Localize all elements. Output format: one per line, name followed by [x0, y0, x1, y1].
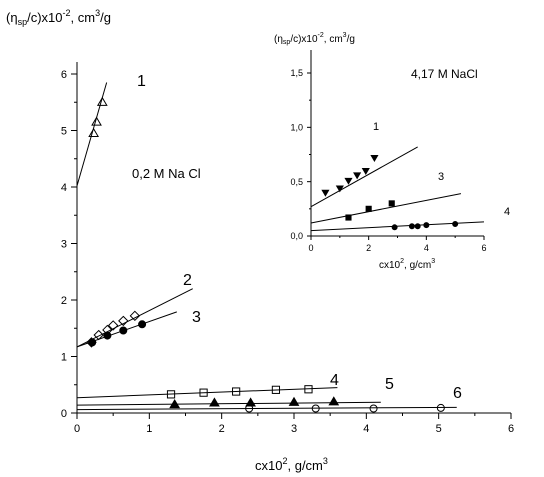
main-x-tick-label: 1	[146, 423, 152, 435]
main-point-series-6	[311, 404, 320, 413]
inset-point-series-3	[365, 205, 372, 212]
inset-x-tick-label: 0	[308, 243, 313, 253]
main-point-series-4	[166, 390, 176, 399]
main-point-series-4	[271, 385, 281, 394]
main-point-series-4	[304, 385, 313, 394]
main-series-label-1: 1	[137, 73, 146, 90]
main-series-label-6: 6	[453, 385, 462, 402]
main-point-series-5	[209, 397, 220, 407]
main-y-tick-label: 4	[61, 182, 67, 194]
main-markers	[86, 96, 445, 413]
inset-point-series-4	[408, 223, 415, 230]
main-fit-line-2	[76, 288, 193, 348]
main-x-tick-label: 5	[436, 423, 442, 435]
main-annotation: 0,2 M Na Cl	[132, 166, 201, 181]
main-series-labels: 1 2 3 4 5 6	[137, 73, 462, 402]
inset-ticks: 0 2 4 6 0,0 0,5 1,0 1,5	[290, 68, 486, 253]
inset-fit-lines	[310, 146, 485, 232]
main-point-series-4	[232, 387, 241, 396]
main-ticks: 0 1 2 3 4 5 6 0 1 2 3 4 5 6	[61, 69, 514, 435]
inset-point-series-1	[335, 185, 344, 193]
main-x-tick-label: 3	[291, 423, 297, 435]
inset-point-series-4	[391, 224, 398, 231]
main-x-axis-label: cx102, g/cm3	[255, 456, 328, 473]
main-y-tick-label: 0	[61, 408, 67, 420]
inset-point-series-3	[345, 214, 352, 221]
main-x-tick-label: 0	[74, 423, 80, 435]
inset-point-series-3	[388, 200, 395, 207]
main-point-series-5	[288, 396, 300, 406]
inset-annotation: 4,17 M NaCl	[411, 67, 478, 81]
main-fit-line-6	[76, 406, 457, 411]
main-x-tick-label: 4	[363, 423, 369, 435]
inset-fit-line-3	[310, 193, 462, 224]
inset-series-labels: 1 3 4	[373, 121, 510, 218]
inset-point-series-4	[452, 221, 459, 228]
inset-fit-line-4	[310, 221, 485, 232]
inset-series-label-1: 1	[373, 121, 379, 133]
main-y-tick-label: 1	[61, 351, 67, 363]
inset-y-tick-label: 0,0	[290, 231, 303, 241]
inset-series-label-4: 4	[504, 206, 510, 218]
main-point-series-1	[96, 96, 108, 106]
inset-point-series-1	[361, 168, 370, 175]
inset-x-tick-label: 4	[424, 243, 429, 253]
main-series-label-2: 2	[183, 272, 192, 289]
main-point-series-3	[119, 326, 128, 335]
main-y-tick-label: 6	[61, 69, 67, 81]
main-chart: 0 1 2 3 4 5 6 0 1 2 3 4 5 6 1 2 3 4 5 6 (ηsp/c)x10-2, cm3/…	[6, 8, 514, 473]
inset-fit-line-1	[310, 146, 418, 208]
inset-point-series-1	[344, 177, 353, 185]
main-point-series-2	[118, 315, 129, 327]
inset-point-series-4	[414, 223, 421, 230]
inset-chart: 0 2 4 6 0,0 0,5 1,0 1,5 1 3 4 (ηsp/c)x10-2, cm3/g…	[274, 32, 510, 271]
main-y-axis-label: (ηsp/c)x10-2, cm3/g	[6, 8, 111, 27]
inset-point-series-1	[353, 172, 362, 180]
main-y-tick-label: 5	[61, 125, 67, 137]
main-point-series-6	[245, 404, 254, 413]
main-point-series-6	[369, 404, 378, 413]
main-point-series-2	[107, 320, 119, 331]
main-y-tick-label: 2	[61, 295, 67, 307]
main-point-series-5	[328, 396, 340, 406]
main-point-series-1	[88, 127, 100, 137]
main-point-series-2	[93, 329, 104, 341]
main-y-tick-label: 3	[61, 238, 67, 250]
inset-y-tick-label: 1,0	[290, 122, 303, 132]
main-series-label-3: 3	[192, 309, 201, 326]
inset-point-series-1	[321, 189, 330, 197]
main-fit-lines	[76, 82, 457, 411]
inset-markers	[321, 155, 459, 231]
main-point-series-2	[129, 310, 141, 322]
inset-point-series-1	[370, 155, 379, 162]
inset-x-tick-label: 2	[366, 243, 371, 253]
main-series-label-5: 5	[385, 376, 394, 393]
main-point-series-5	[245, 397, 256, 407]
inset-series-label-3: 3	[438, 171, 444, 183]
inset-x-tick-label: 6	[481, 243, 486, 253]
main-point-series-3	[138, 320, 147, 329]
main-point-series-1	[91, 116, 102, 126]
main-series-label-4: 4	[330, 372, 339, 389]
main-point-series-3	[103, 331, 112, 340]
inset-point-series-4	[423, 222, 430, 229]
main-x-tick-label: 2	[219, 423, 225, 435]
main-point-series-6	[436, 403, 445, 412]
inset-y-tick-label: 1,5	[290, 68, 303, 78]
main-point-series-5	[169, 399, 181, 409]
inset-y-tick-label: 0,5	[290, 177, 303, 187]
inset-x-axis-label: cx102, g/cm3	[379, 258, 435, 271]
main-x-tick-label: 6	[508, 423, 514, 435]
main-point-series-4	[199, 388, 208, 397]
main-point-series-3	[88, 338, 97, 347]
inset-y-axis-label: (ηsp/c)x10-2, cm3/g	[274, 32, 355, 46]
